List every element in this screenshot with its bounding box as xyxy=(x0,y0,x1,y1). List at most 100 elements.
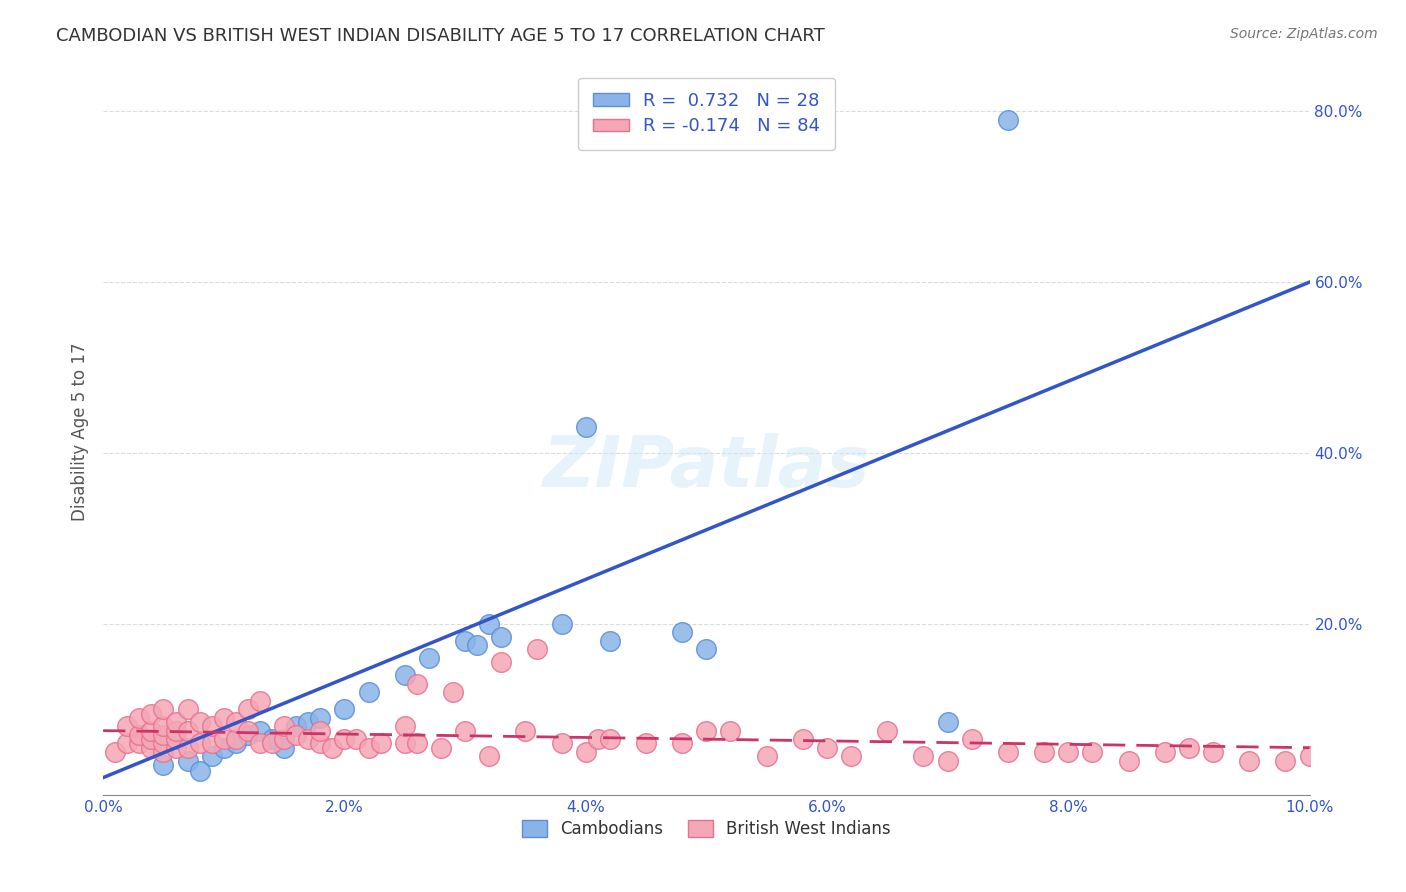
Point xyxy=(128,736,150,750)
Point xyxy=(912,749,935,764)
Point xyxy=(212,740,235,755)
Point xyxy=(165,715,187,730)
Point xyxy=(249,723,271,738)
Point xyxy=(936,754,959,768)
Point xyxy=(309,723,332,738)
Point xyxy=(309,736,332,750)
Point xyxy=(273,732,295,747)
Point xyxy=(225,715,247,730)
Point xyxy=(489,630,512,644)
Point xyxy=(188,715,211,730)
Point xyxy=(176,740,198,755)
Point xyxy=(997,112,1019,127)
Point xyxy=(201,736,224,750)
Point xyxy=(273,740,295,755)
Point xyxy=(165,723,187,738)
Point xyxy=(815,740,838,755)
Point xyxy=(260,732,283,747)
Point xyxy=(141,706,163,721)
Point xyxy=(201,749,224,764)
Point xyxy=(1274,754,1296,768)
Point xyxy=(152,736,174,750)
Point xyxy=(671,625,693,640)
Point xyxy=(212,711,235,725)
Point xyxy=(117,736,139,750)
Point xyxy=(176,754,198,768)
Point xyxy=(152,702,174,716)
Point xyxy=(346,732,368,747)
Point xyxy=(357,740,380,755)
Point xyxy=(960,732,983,747)
Point xyxy=(465,638,488,652)
Point xyxy=(236,728,259,742)
Point xyxy=(297,732,319,747)
Point xyxy=(695,723,717,738)
Point xyxy=(152,757,174,772)
Point xyxy=(176,702,198,716)
Point xyxy=(333,732,356,747)
Point xyxy=(997,745,1019,759)
Point xyxy=(720,723,742,738)
Point xyxy=(285,728,308,742)
Point xyxy=(188,736,211,750)
Point xyxy=(309,711,332,725)
Point xyxy=(188,764,211,778)
Point xyxy=(225,732,247,747)
Point xyxy=(876,723,898,738)
Point xyxy=(755,749,778,764)
Point xyxy=(526,642,548,657)
Point xyxy=(273,719,295,733)
Point xyxy=(599,732,621,747)
Point xyxy=(430,740,453,755)
Point xyxy=(141,723,163,738)
Point xyxy=(1202,745,1225,759)
Point xyxy=(634,736,657,750)
Point xyxy=(405,736,427,750)
Point xyxy=(357,685,380,699)
Point xyxy=(792,732,814,747)
Point xyxy=(489,655,512,669)
Point xyxy=(249,694,271,708)
Point xyxy=(515,723,537,738)
Point xyxy=(550,736,572,750)
Point xyxy=(936,715,959,730)
Point xyxy=(1057,745,1080,759)
Point xyxy=(405,676,427,690)
Point xyxy=(394,719,416,733)
Point xyxy=(333,702,356,716)
Point xyxy=(1081,745,1104,759)
Point xyxy=(128,711,150,725)
Point xyxy=(478,616,501,631)
Point xyxy=(441,685,464,699)
Point xyxy=(1118,754,1140,768)
Point xyxy=(152,745,174,759)
Point xyxy=(152,719,174,733)
Text: ZIPatlas: ZIPatlas xyxy=(543,434,870,502)
Point xyxy=(454,723,477,738)
Point xyxy=(225,736,247,750)
Point xyxy=(117,719,139,733)
Point xyxy=(394,736,416,750)
Point xyxy=(1178,740,1201,755)
Point xyxy=(575,420,598,434)
Point xyxy=(839,749,862,764)
Point xyxy=(165,740,187,755)
Point xyxy=(1033,745,1056,759)
Point xyxy=(201,719,224,733)
Point xyxy=(141,740,163,755)
Point xyxy=(128,728,150,742)
Point xyxy=(104,745,127,759)
Point xyxy=(1237,754,1260,768)
Y-axis label: Disability Age 5 to 17: Disability Age 5 to 17 xyxy=(72,343,89,521)
Point xyxy=(478,749,501,764)
Point xyxy=(394,668,416,682)
Point xyxy=(1153,745,1175,759)
Point xyxy=(212,732,235,747)
Point xyxy=(599,634,621,648)
Point xyxy=(575,745,598,759)
Legend: Cambodians, British West Indians: Cambodians, British West Indians xyxy=(515,813,897,845)
Point xyxy=(152,728,174,742)
Text: CAMBODIAN VS BRITISH WEST INDIAN DISABILITY AGE 5 TO 17 CORRELATION CHART: CAMBODIAN VS BRITISH WEST INDIAN DISABIL… xyxy=(56,27,825,45)
Point xyxy=(454,634,477,648)
Point xyxy=(695,642,717,657)
